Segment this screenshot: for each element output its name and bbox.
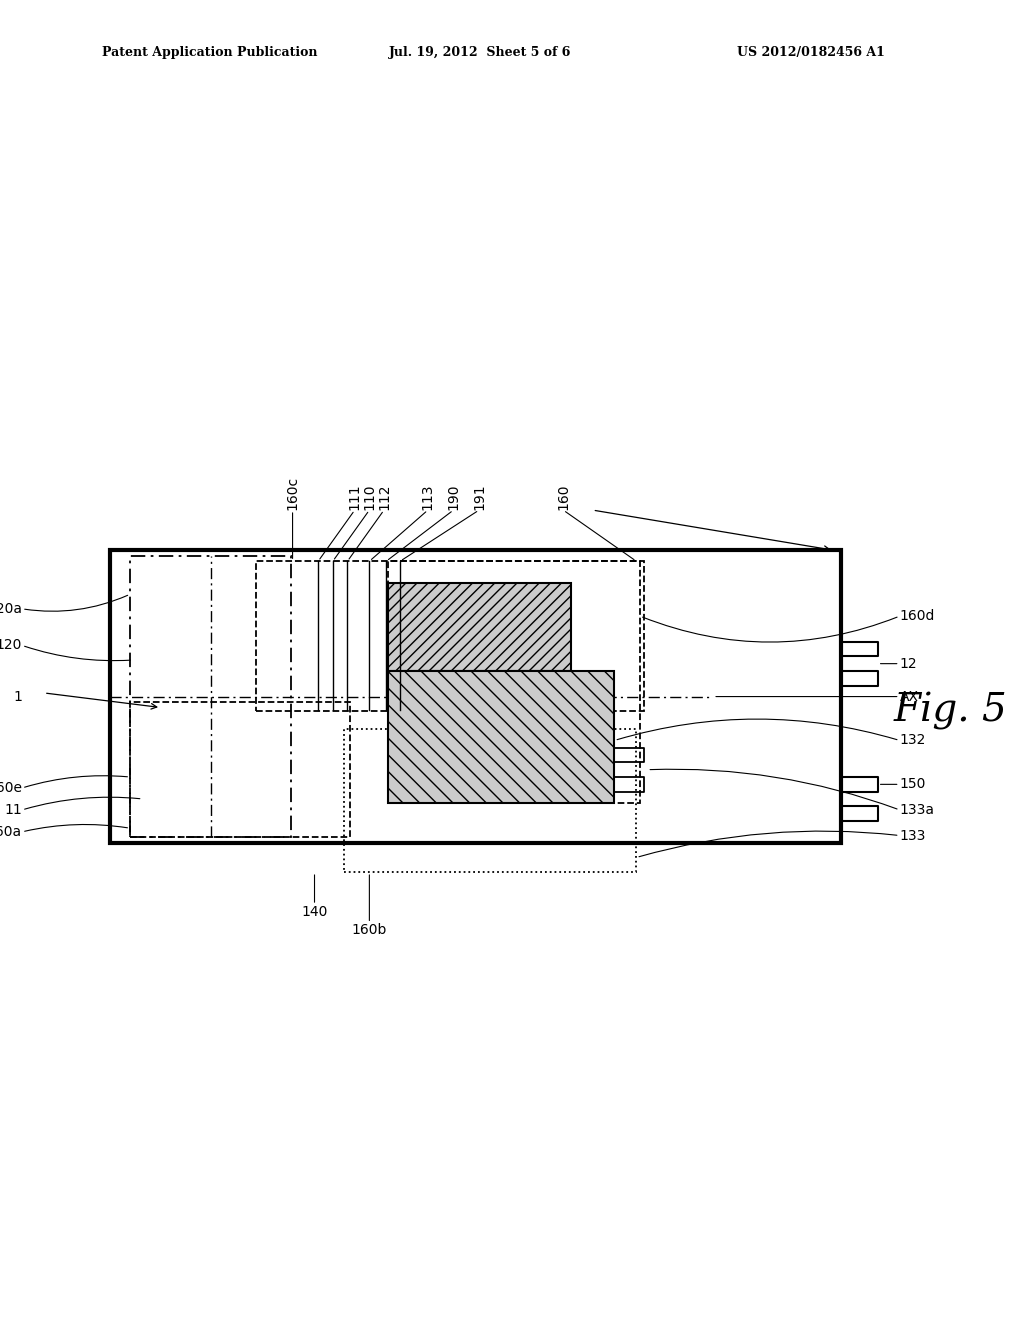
Text: 112: 112 — [377, 483, 391, 510]
Text: 11: 11 — [4, 803, 22, 817]
Text: 132: 132 — [900, 734, 926, 747]
Text: 12: 12 — [900, 656, 918, 671]
Text: Fig. 5: Fig. 5 — [894, 692, 1008, 730]
Bar — [344, 730, 636, 873]
Text: 133a: 133a — [900, 803, 935, 817]
Text: 110: 110 — [362, 483, 377, 510]
Text: 140: 140 — [301, 906, 328, 919]
Text: 160: 160 — [556, 483, 570, 510]
Text: 1: 1 — [13, 689, 22, 704]
Bar — [388, 583, 570, 671]
Bar — [388, 561, 640, 803]
Text: 190: 190 — [446, 483, 461, 510]
Text: Patent Application Publication: Patent Application Publication — [102, 46, 317, 59]
Bar — [110, 550, 841, 843]
Text: 191: 191 — [472, 483, 486, 510]
Text: 160e: 160e — [0, 781, 22, 795]
Bar — [256, 561, 644, 711]
Text: 160d: 160d — [900, 609, 935, 623]
Text: AX: AX — [900, 689, 919, 704]
Text: 160b: 160b — [351, 923, 387, 937]
Text: 160a: 160a — [0, 825, 22, 840]
Bar — [388, 671, 614, 803]
Text: 133: 133 — [900, 829, 926, 842]
Text: 120: 120 — [0, 639, 22, 652]
Text: 160c: 160c — [286, 477, 300, 510]
Text: 111: 111 — [348, 483, 361, 510]
Bar — [130, 556, 291, 837]
Text: 113: 113 — [421, 483, 435, 510]
Text: Jul. 19, 2012  Sheet 5 of 6: Jul. 19, 2012 Sheet 5 of 6 — [389, 46, 571, 59]
Text: US 2012/0182456 A1: US 2012/0182456 A1 — [737, 46, 885, 59]
Text: 150: 150 — [900, 777, 926, 792]
Text: 120a: 120a — [0, 602, 22, 616]
Bar — [130, 702, 349, 837]
